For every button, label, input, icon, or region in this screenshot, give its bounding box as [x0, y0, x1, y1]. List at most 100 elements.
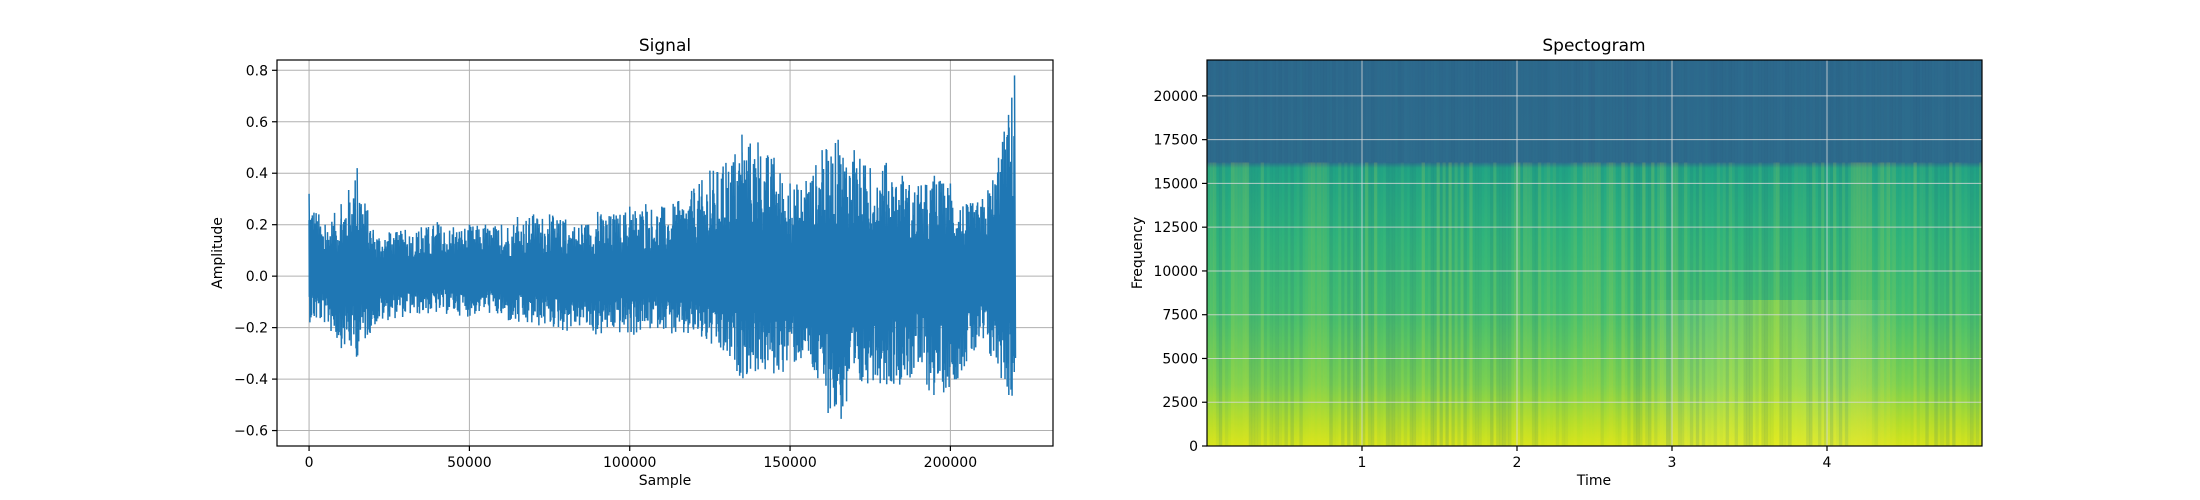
spectrogram-noise-column	[1907, 162, 1910, 446]
spectrogram-noise-column	[1314, 60, 1317, 162]
spectrogram-noise-column	[1224, 60, 1229, 163]
spectrogram-noise-column	[1716, 162, 1721, 446]
signal-y-tick-label: 0.4	[246, 166, 268, 182]
spectrogram-noise-column	[1356, 60, 1359, 162]
spectrogram-noise-column	[1874, 162, 1879, 446]
spectrogram-noise-column	[1239, 60, 1244, 163]
spectrogram-noise-column	[1332, 60, 1336, 163]
spectrogram-noise-column	[1633, 162, 1637, 446]
spectrogram-noise-column	[1582, 162, 1586, 446]
spectrogram-noise-column	[1773, 162, 1777, 446]
spectrogram-noise-column	[1367, 162, 1372, 446]
spectrogram-noise-column	[1457, 60, 1460, 162]
spectrogram-noise-column	[1824, 60, 1828, 163]
spectrogram-noise-column	[1591, 60, 1595, 163]
signal-x-tick-label: 50000	[447, 455, 492, 471]
spectrogram-noise-column	[1338, 162, 1342, 446]
spectrogram-noise-column	[1946, 162, 1950, 446]
signal-x-ticks: 0 50000 100000 150000 200000	[305, 446, 977, 471]
spectrogram-noise-column	[1552, 162, 1557, 446]
signal-y-ticks: −0.6 −0.4 −0.2 0.0 0.2 0.4 0.6 0.8	[234, 63, 277, 440]
spectrogram-noise-column	[1749, 60, 1753, 163]
spectrogram-noise-column	[1376, 162, 1381, 446]
spectrogram-noise-column	[1853, 162, 1858, 446]
spectrogram-y-tick-label: 17500	[1153, 133, 1198, 149]
spectrogram-noise-column	[1550, 60, 1553, 162]
spectrogram-noise-column	[1779, 162, 1783, 446]
spectrogram-noise-column	[1583, 60, 1586, 162]
spectrogram-noise-column	[1487, 162, 1490, 446]
spectrogram-noise-column	[1553, 60, 1556, 162]
spectrogram-noise-column	[1630, 162, 1634, 446]
spectrogram-noise-column	[1600, 60, 1604, 163]
spectrogram-noise-column	[1683, 162, 1688, 446]
spectrogram-noise-column	[1905, 162, 1908, 446]
spectrogram-noise-column	[1380, 162, 1383, 446]
spectrogram-noise-column	[1373, 60, 1378, 163]
spectrogram-noise-column	[1475, 162, 1479, 446]
spectrogram-noise-column	[1410, 60, 1413, 162]
spectrogram-noise-column	[1317, 60, 1320, 162]
spectrogram-noise-column	[1883, 60, 1888, 163]
spectrogram-noise-column	[1573, 60, 1578, 163]
spectrogram-noise-column	[1535, 60, 1538, 162]
spectrogram-noise-column	[1812, 162, 1816, 446]
signal-line	[308, 75, 1017, 419]
spectrogram-noise-column	[1597, 60, 1600, 162]
spectrogram-noise-column	[1961, 162, 1964, 446]
spectrogram-noise-column	[1254, 60, 1259, 163]
spectrogram-noise-column	[1738, 60, 1741, 162]
spectrogram-noise-column	[1373, 162, 1378, 446]
spectrogram-noise-column	[1209, 162, 1214, 446]
spectrogram-noise-column	[1687, 162, 1690, 446]
spectrogram-noise-column	[1955, 162, 1959, 446]
spectrogram-noise-column	[1472, 162, 1476, 446]
spectrogram-noise-column	[1445, 60, 1448, 162]
spectrogram-noise-column	[1263, 60, 1268, 163]
spectrogram-noise-column	[1383, 162, 1386, 446]
spectrogram-noise-column	[1546, 162, 1551, 446]
spectrogram-noise-column	[1228, 162, 1231, 446]
spectrogram-noise-column	[1595, 60, 1598, 162]
spectrogram-noise-column	[1296, 60, 1300, 163]
spectrogram-noise-column	[1341, 162, 1345, 446]
spectrogram-noise-column	[1439, 60, 1443, 163]
spectrogram-noise-column	[1636, 162, 1640, 446]
spectrogram-noise-column	[1922, 60, 1926, 163]
spectrogram-noise-column	[1496, 60, 1500, 163]
spectrogram-noise-column	[1905, 60, 1908, 162]
spectrogram-noise-column	[1645, 60, 1649, 163]
spectrogram-noise-column	[1827, 60, 1831, 163]
spectrogram-noise-column	[1928, 60, 1932, 163]
spectrogram-noise-column	[1689, 162, 1694, 446]
spectrogram-noise-column	[1451, 162, 1455, 446]
spectrogram-noise-column	[1824, 162, 1828, 446]
spectrogram-noise-column	[1233, 162, 1238, 446]
spectrogram-noise-column	[1785, 60, 1789, 163]
spectrogram-noise-column	[1779, 60, 1782, 162]
spectrogram-noise-column	[1832, 162, 1837, 446]
spectrogram-noise-column	[1734, 60, 1738, 163]
spectrogram-noise-column	[1689, 60, 1694, 163]
spectrogram-noise-column	[1976, 60, 1979, 162]
spectrogram-noise-column	[1287, 60, 1290, 162]
spectrogram-noise-column	[1266, 60, 1270, 163]
spectrogram-noise-column	[1359, 60, 1363, 163]
spectrogram-noise-column	[1362, 60, 1366, 163]
spectrogram-noise-column	[1249, 60, 1252, 162]
spectrogram-noise-column	[1603, 162, 1606, 446]
spectrogram-noise-column	[1353, 60, 1357, 163]
spectrogram-noise-column	[1493, 162, 1497, 446]
spectrogram-noise-column	[1230, 162, 1235, 446]
spectrogram-noise-column	[1394, 162, 1399, 446]
spectrogram-noise-column	[1841, 162, 1846, 446]
spectrogram-noise-column	[1505, 162, 1509, 446]
spectrogram-noise-column	[1207, 60, 1211, 163]
spectrogram-noise-column	[1845, 60, 1848, 162]
spectrogram-noise-column	[1821, 60, 1825, 163]
spectrogram-noise-column	[1415, 60, 1420, 163]
spectrogram-noise-column	[1540, 60, 1545, 163]
spectrogram-noise-column	[1898, 60, 1902, 163]
spectrogram-noise-column	[1585, 162, 1589, 446]
spectrogram-noise-column	[1666, 60, 1670, 163]
